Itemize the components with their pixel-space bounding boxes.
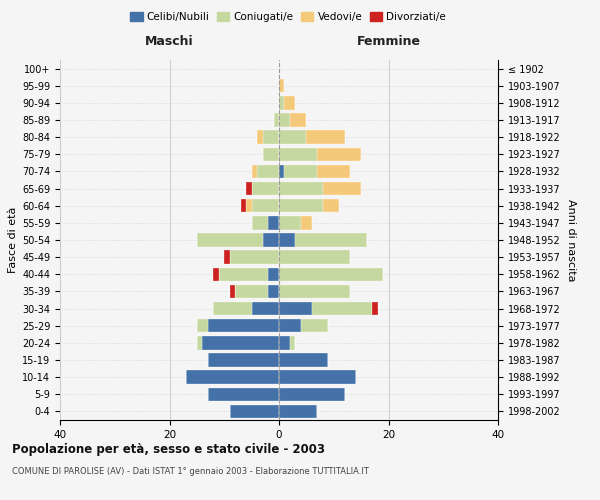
Bar [279, 182, 323, 196]
Bar [268, 284, 279, 298]
Bar [268, 216, 279, 230]
Text: Popolazione per età, sesso e stato civile - 2003: Popolazione per età, sesso e stato civil… [12, 442, 325, 456]
Y-axis label: Anni di nascita: Anni di nascita [566, 198, 576, 281]
Bar [317, 164, 350, 178]
Bar [279, 130, 307, 144]
Bar [197, 234, 263, 246]
Bar [279, 336, 290, 349]
Bar [372, 302, 377, 316]
Y-axis label: Fasce di età: Fasce di età [8, 207, 18, 273]
Bar [257, 130, 263, 144]
Bar [279, 79, 284, 92]
Bar [214, 302, 251, 316]
Bar [279, 199, 323, 212]
Bar [279, 96, 284, 110]
Bar [279, 268, 383, 281]
Bar [251, 182, 279, 196]
Bar [279, 302, 312, 316]
Bar [290, 114, 307, 126]
Bar [279, 354, 328, 366]
Text: Femmine: Femmine [356, 35, 421, 48]
Bar [263, 234, 279, 246]
Bar [224, 250, 230, 264]
Bar [323, 182, 361, 196]
Bar [279, 164, 284, 178]
Bar [279, 114, 290, 126]
Bar [279, 148, 317, 161]
Bar [197, 336, 202, 349]
Bar [230, 284, 235, 298]
Bar [279, 404, 317, 418]
Bar [274, 114, 279, 126]
Bar [251, 199, 279, 212]
Bar [301, 319, 328, 332]
Bar [208, 354, 279, 366]
Bar [279, 284, 350, 298]
Bar [279, 388, 345, 401]
Bar [301, 216, 312, 230]
Bar [257, 164, 279, 178]
Bar [251, 216, 268, 230]
Bar [295, 234, 367, 246]
Bar [323, 199, 339, 212]
Legend: Celibi/Nubili, Coniugati/e, Vedovi/e, Divorziati/e: Celibi/Nubili, Coniugati/e, Vedovi/e, Di… [126, 8, 450, 26]
Bar [263, 130, 279, 144]
Bar [284, 96, 295, 110]
Bar [246, 199, 251, 212]
Bar [284, 164, 317, 178]
Bar [214, 268, 219, 281]
Bar [197, 319, 208, 332]
Bar [208, 319, 279, 332]
Bar [290, 336, 295, 349]
Bar [208, 388, 279, 401]
Bar [235, 284, 268, 298]
Bar [268, 268, 279, 281]
Bar [230, 404, 279, 418]
Bar [279, 250, 350, 264]
Text: COMUNE DI PAROLISE (AV) - Dati ISTAT 1° gennaio 2003 - Elaborazione TUTTITALIA.I: COMUNE DI PAROLISE (AV) - Dati ISTAT 1° … [12, 468, 369, 476]
Bar [251, 302, 279, 316]
Bar [279, 216, 301, 230]
Bar [263, 148, 279, 161]
Bar [186, 370, 279, 384]
Bar [219, 268, 268, 281]
Bar [279, 234, 295, 246]
Bar [279, 370, 356, 384]
Bar [246, 182, 251, 196]
Bar [251, 164, 257, 178]
Bar [202, 336, 279, 349]
Text: Maschi: Maschi [145, 35, 194, 48]
Bar [312, 302, 372, 316]
Bar [279, 319, 301, 332]
Bar [241, 199, 246, 212]
Bar [307, 130, 344, 144]
Bar [317, 148, 361, 161]
Bar [230, 250, 279, 264]
